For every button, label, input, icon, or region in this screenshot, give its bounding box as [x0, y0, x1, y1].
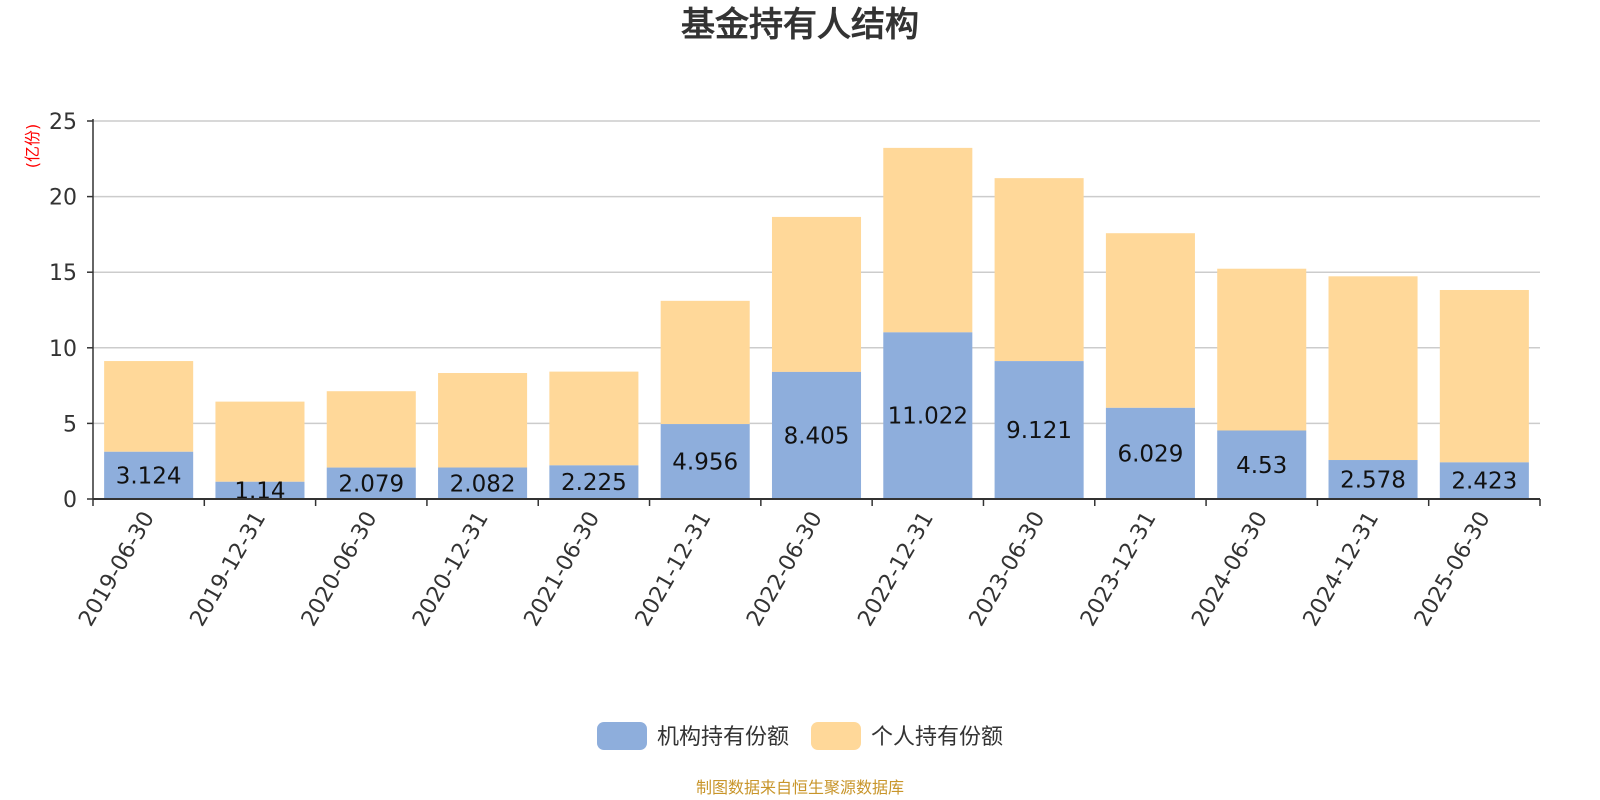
source-note: 制图数据来自恒生聚源数据库	[696, 778, 904, 797]
bar-individual	[1217, 268, 1307, 431]
x-tick-label: 2023-12-31	[1076, 508, 1162, 631]
bar-individual	[1439, 289, 1529, 463]
x-tick-label: 2020-06-30	[297, 508, 383, 631]
bar-individual	[438, 373, 528, 468]
legend-item[interactable]: 机构持有份额	[597, 722, 789, 750]
bar-individual	[771, 216, 862, 372]
bar-individual	[883, 147, 973, 333]
bar-value-label: 2.578	[1340, 468, 1406, 494]
x-tick-label: 2024-06-30	[1187, 508, 1273, 631]
bar-individual	[660, 300, 750, 425]
bar-institutional	[1439, 462, 1529, 499]
bar-individual	[549, 371, 639, 466]
bar-individual	[215, 401, 305, 482]
bar-value-label: 4.53	[1236, 453, 1287, 479]
bar-institutional	[1328, 460, 1418, 499]
x-tick-label: 2019-12-31	[186, 508, 272, 631]
bars	[104, 147, 1529, 499]
bar-value-label: 11.022	[888, 404, 968, 430]
legend-label: 机构持有份额	[657, 725, 789, 750]
bar-institutional	[660, 424, 750, 499]
bar-value-label: 2.225	[561, 470, 627, 496]
bar-institutional	[438, 467, 528, 499]
bar-individual	[994, 178, 1084, 362]
bar-value-label: 8.405	[784, 423, 850, 449]
bar-value-label: 2.082	[450, 471, 516, 497]
x-tick-label: 2021-06-30	[520, 508, 606, 631]
legend-swatch	[597, 722, 647, 750]
y-axis-unit: (亿份)	[23, 124, 42, 169]
y-tick-label: 20	[49, 186, 77, 211]
bar-individual	[326, 391, 416, 468]
bar-individual	[1328, 276, 1418, 461]
data-labels: 3.124 1.14 2.079 2.082 2.225 4.956 8.405 11.022…	[116, 404, 1518, 505]
x-tick-label: 2020-12-31	[408, 508, 494, 631]
bar-institutional	[1105, 407, 1195, 499]
bar-institutional	[883, 332, 973, 499]
bar-individual	[1105, 233, 1195, 408]
bar-value-label: 4.956	[672, 450, 738, 476]
bar-value-label: 6.029	[1117, 441, 1183, 467]
bar-institutional	[994, 361, 1084, 499]
bar-value-label: 3.124	[116, 463, 182, 489]
bar-institutional	[215, 481, 305, 499]
bar-institutional	[549, 465, 639, 499]
x-tick-label: 2025-06-30	[1410, 508, 1496, 631]
chart-title: 基金持有人结构	[681, 5, 919, 45]
x-tick-label: 2019-06-30	[74, 508, 160, 631]
bar-institutional	[771, 371, 862, 499]
bar-institutional	[1217, 430, 1307, 499]
x-tick-label: 2024-12-31	[1299, 508, 1385, 631]
x-tick-label: 2021-12-31	[631, 508, 717, 631]
y-tick-label: 0	[63, 488, 77, 513]
y-tick-label: 25	[49, 110, 77, 135]
y-tick-label: 5	[63, 412, 77, 437]
x-tick-label: 2022-12-31	[853, 508, 939, 631]
x-tick-label: 2022-06-30	[742, 508, 828, 631]
bar-institutional	[326, 467, 416, 499]
legend-swatch	[811, 722, 861, 750]
bar-value-label: 2.423	[1451, 469, 1517, 495]
bar-value-label: 9.121	[1006, 418, 1072, 444]
bar-institutional	[104, 451, 194, 499]
bar-value-label: 2.079	[338, 471, 404, 497]
legend[interactable]: 机构持有份额 个人持有份额	[597, 722, 1003, 750]
x-tick-label: 2023-06-30	[965, 508, 1051, 631]
y-tick-label: 10	[49, 337, 77, 362]
legend-item[interactable]: 个人持有份额	[811, 722, 1003, 750]
legend-label: 个人持有份额	[871, 725, 1003, 750]
y-tick-label: 15	[49, 261, 77, 286]
bar-value-label: 1.14	[234, 478, 285, 504]
bar-individual	[104, 361, 194, 452]
